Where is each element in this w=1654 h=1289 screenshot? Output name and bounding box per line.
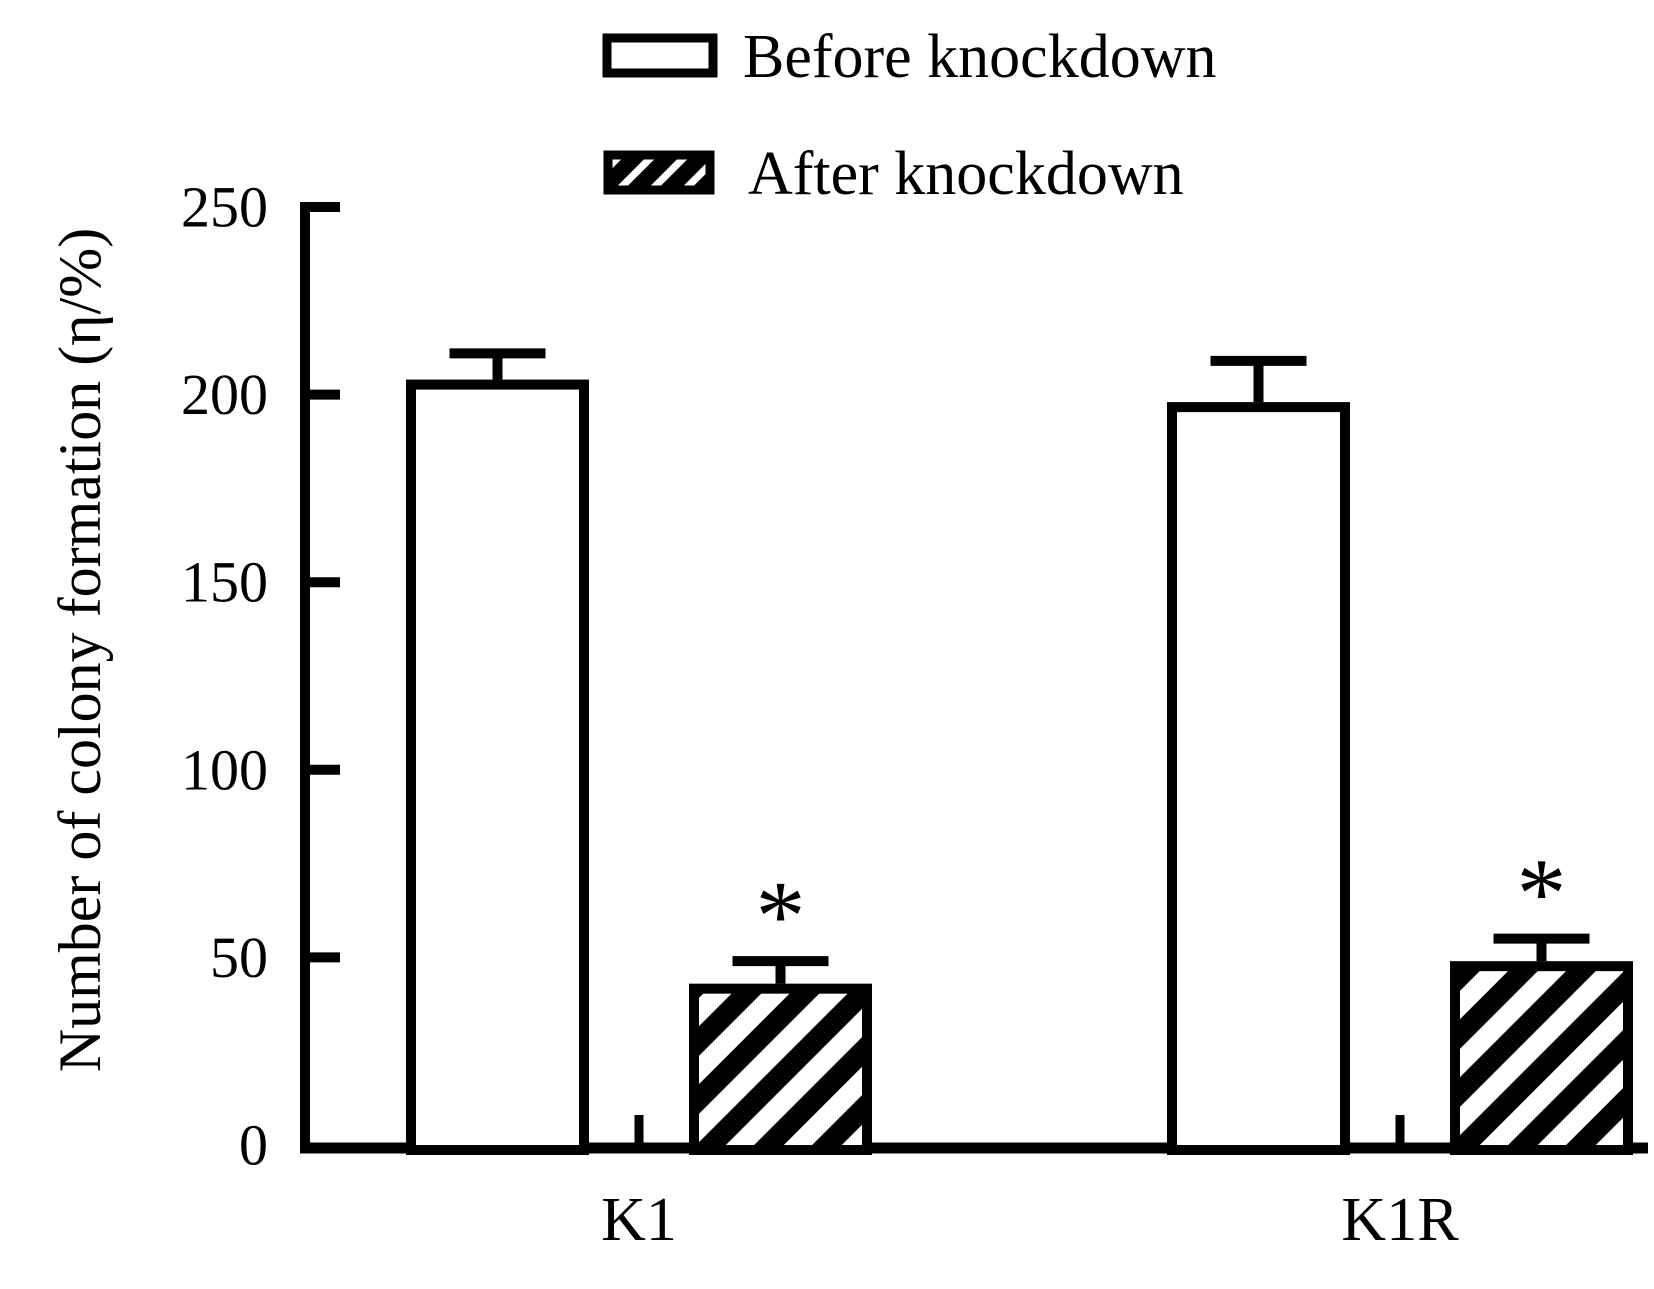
y-tick-label-0: 0 bbox=[239, 1113, 268, 1178]
y-tick-label-250: 250 bbox=[181, 175, 268, 240]
bar-before-knockdown-K1R bbox=[1167, 402, 1350, 1155]
x-category-label-K1R: K1R bbox=[1341, 1186, 1459, 1254]
legend-swatch-after-knockdown bbox=[603, 150, 715, 195]
legend-label-after-knockdown: After knockdown bbox=[748, 140, 1184, 208]
x-category-label-K1: K1 bbox=[601, 1186, 677, 1254]
bar-before-knockdown-K1 bbox=[406, 379, 589, 1156]
y-tick-label-150: 150 bbox=[181, 550, 268, 615]
legend-label-before-knockdown: Before knockdown bbox=[743, 23, 1216, 91]
y-tick-label-50: 50 bbox=[210, 925, 268, 990]
bar-after-knockdown-K1R bbox=[1450, 961, 1633, 1155]
y-axis-title: Number of colony formation (η/%) bbox=[47, 228, 113, 1072]
y-axis-ticks bbox=[310, 202, 340, 963]
significance-marker-after-knockdown-K1R: * bbox=[1517, 838, 1567, 949]
significance-marker-after-knockdown-K1: * bbox=[756, 860, 806, 971]
y-axis: 0 50 100 150 200 250 bbox=[181, 175, 340, 1178]
x-axis-ticks bbox=[634, 1115, 1405, 1143]
bar-after-knockdown-K1 bbox=[689, 983, 872, 1155]
y-axis-tick-labels: 0 50 100 150 200 250 bbox=[181, 175, 268, 1178]
legend-swatch-before-knockdown bbox=[602, 33, 718, 78]
y-tick-label-200: 200 bbox=[181, 362, 268, 427]
legend: Before knockdown After knockdown bbox=[602, 23, 1216, 208]
bar-series: * * bbox=[406, 348, 1633, 1156]
y-tick-label-100: 100 bbox=[181, 737, 268, 802]
x-axis-category-labels: K1 K1R bbox=[601, 1186, 1459, 1254]
